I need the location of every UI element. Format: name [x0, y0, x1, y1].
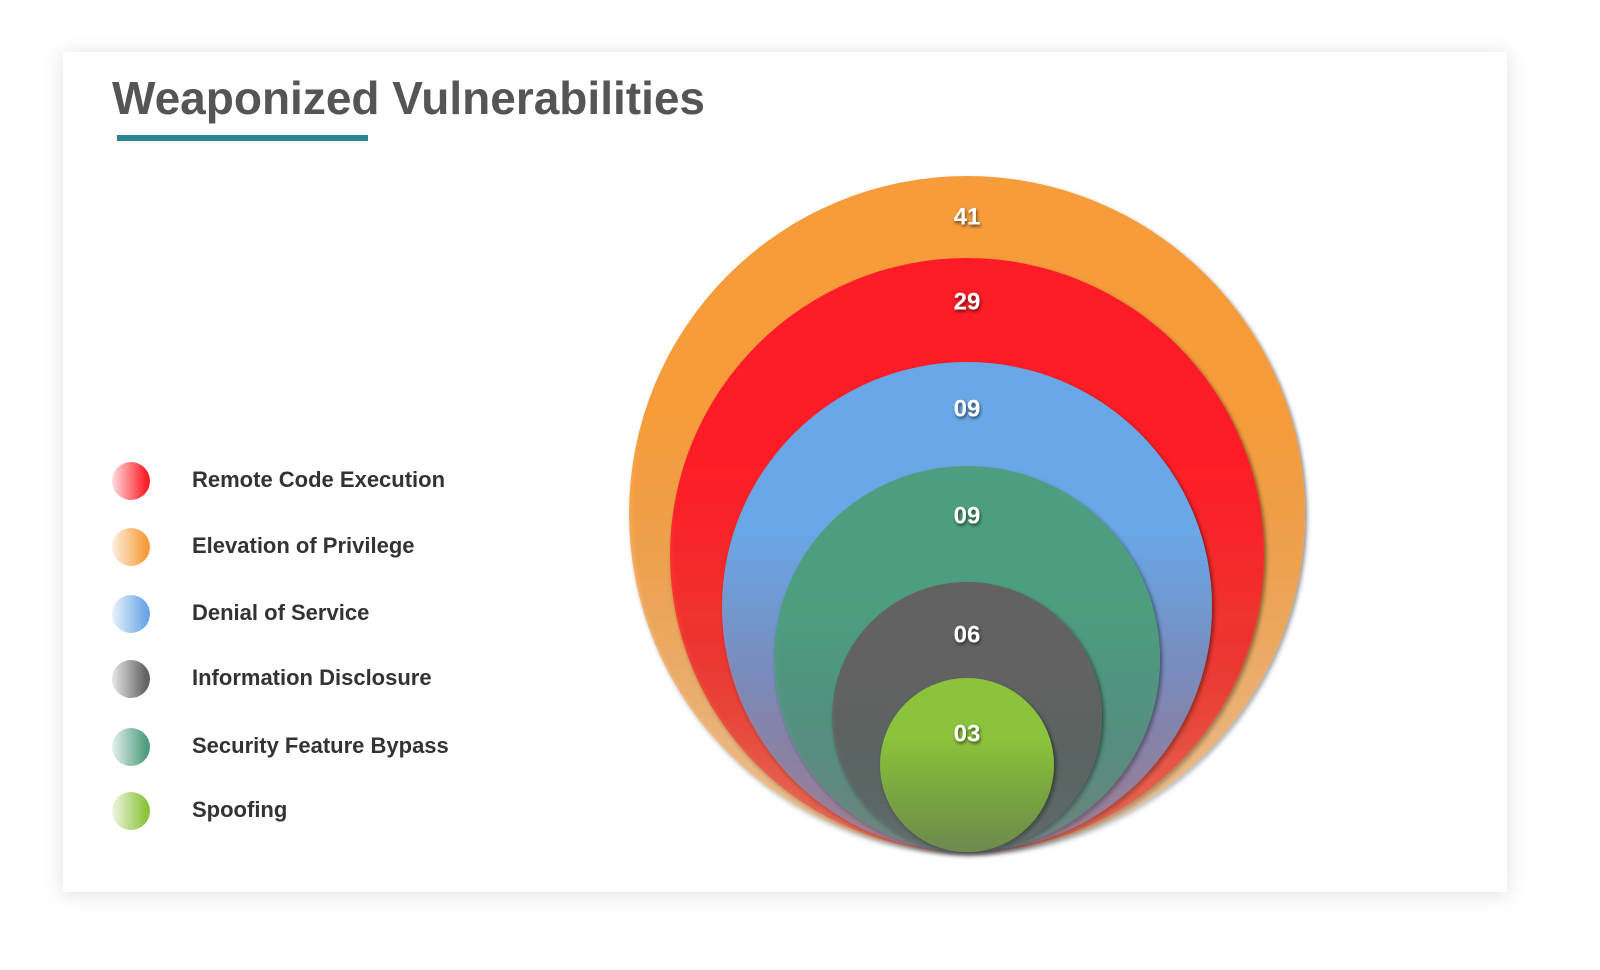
legend-label: Security Feature Bypass	[192, 733, 449, 758]
circles: 41 29 09 09 06 03	[629, 176, 1305, 852]
legend-label: Elevation of Privilege	[192, 533, 415, 558]
chart-title: Weaponized Vulnerabilities	[112, 72, 705, 124]
title-underline	[117, 135, 368, 141]
legend-label: Spoofing	[192, 797, 287, 822]
value-label: 09	[954, 395, 981, 422]
legend-label: Remote Code Execution	[192, 467, 445, 492]
value-label: 29	[954, 288, 981, 315]
circle	[880, 678, 1054, 852]
legend-swatch	[112, 728, 150, 766]
legend-label: Information Disclosure	[192, 665, 432, 690]
legend-swatch	[112, 528, 150, 566]
legend-label: Denial of Service	[192, 600, 369, 625]
legend-swatch	[112, 660, 150, 698]
legend-swatch	[112, 595, 150, 633]
legend: Remote Code Execution Elevation of Privil…	[112, 462, 449, 830]
value-label: 09	[954, 502, 981, 529]
legend-swatch	[112, 462, 150, 500]
value-label: 03	[954, 720, 981, 747]
value-label: 06	[954, 621, 981, 648]
value-label: 41	[954, 203, 981, 230]
legend-swatch	[112, 792, 150, 830]
